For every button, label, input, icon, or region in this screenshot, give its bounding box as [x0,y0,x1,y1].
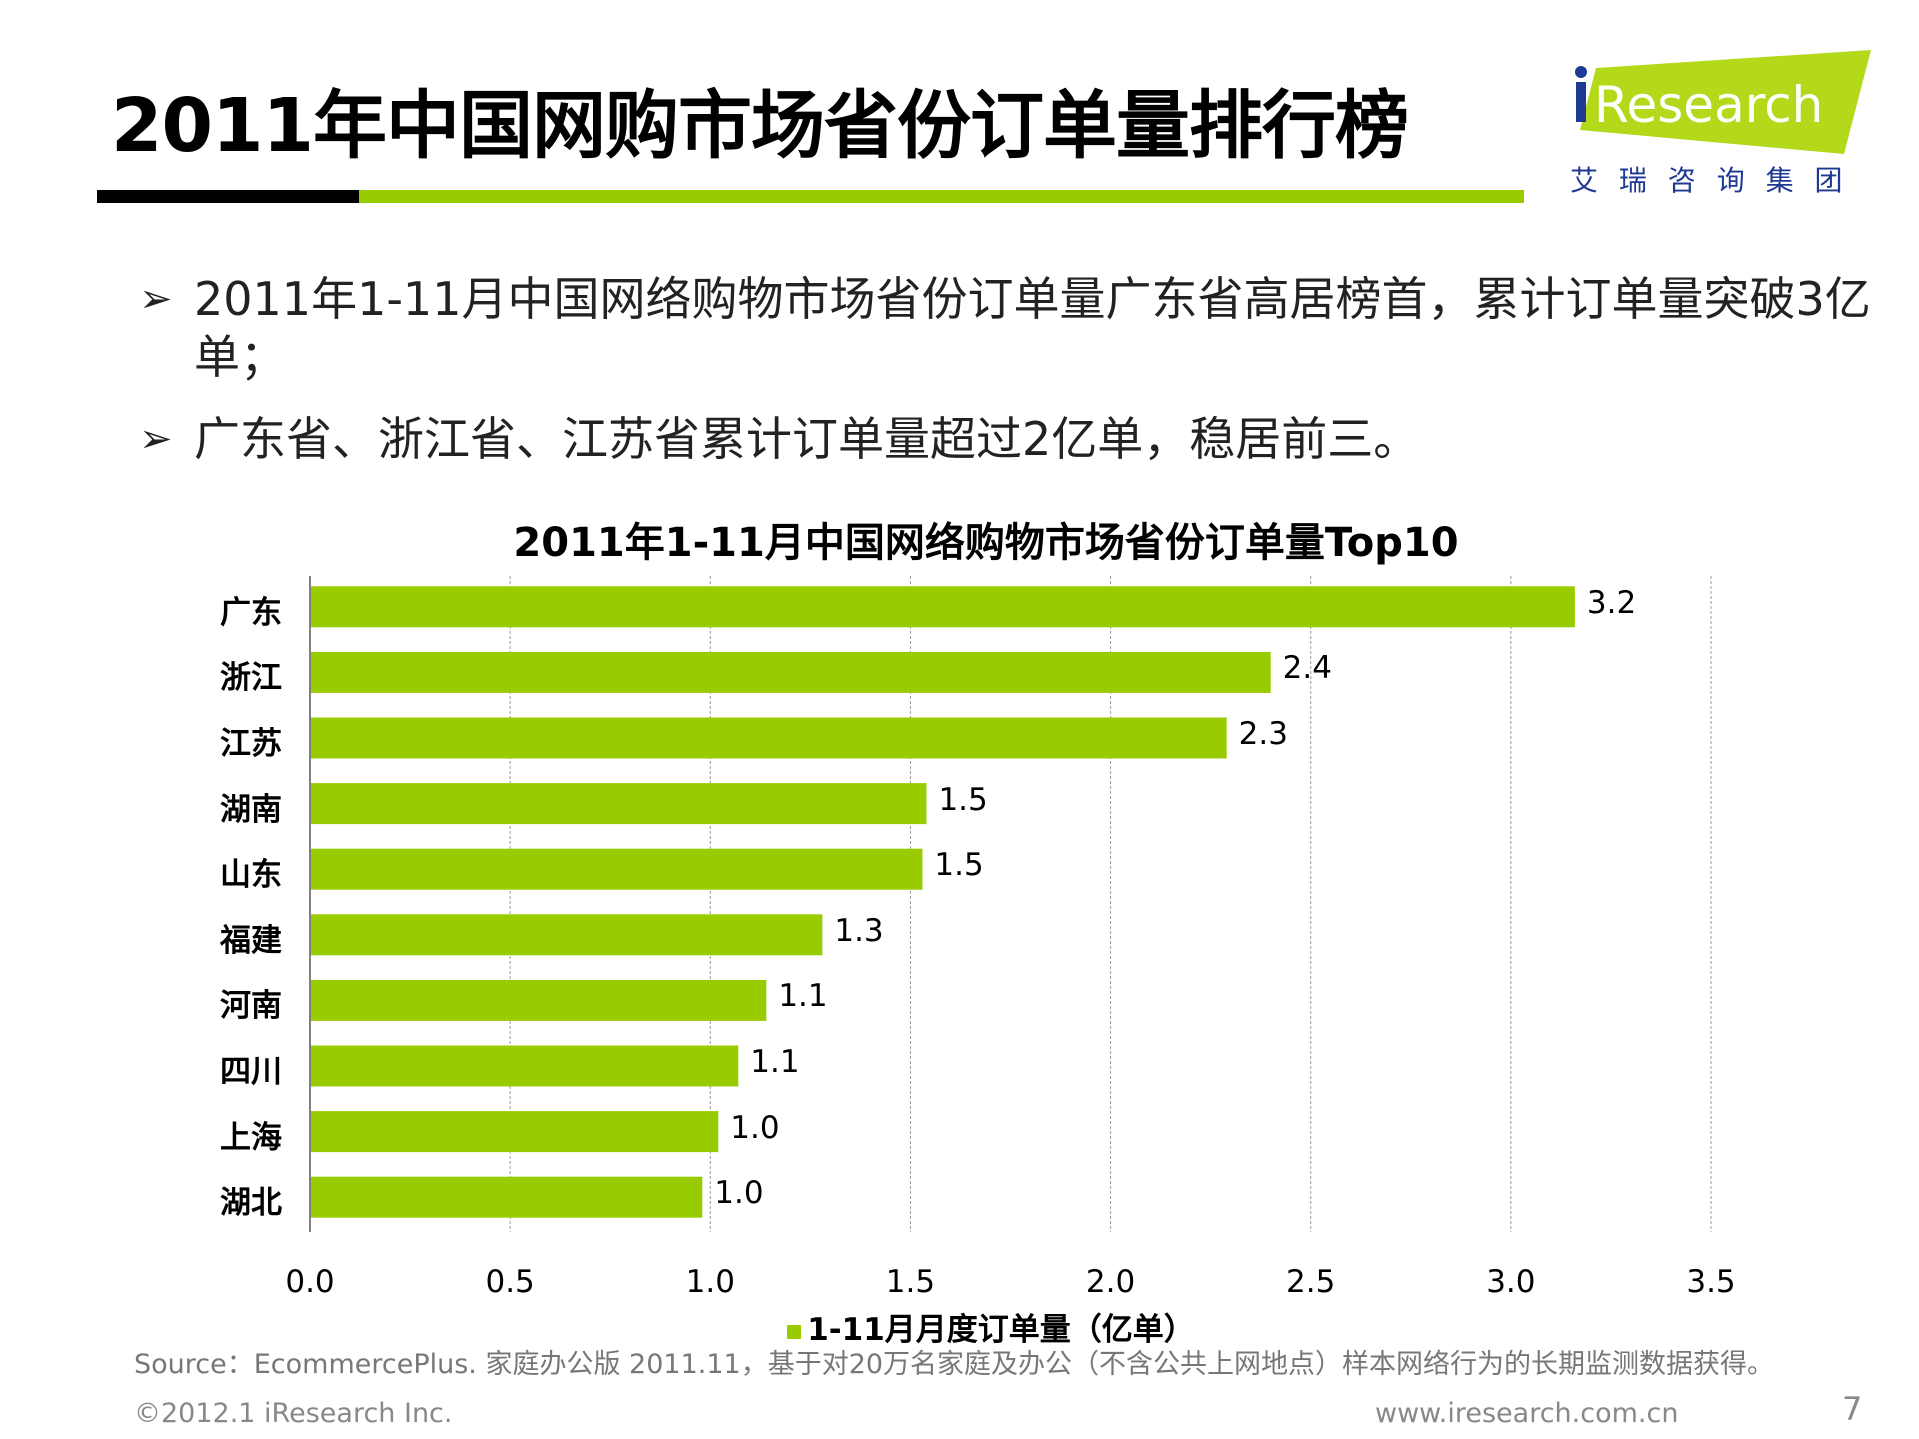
data-label: 1.5 [934,847,984,884]
page-number: 7 [1842,1390,1863,1428]
category-label: 江苏 [220,726,282,762]
legend-label: 1-11月月度订单量（亿单） [807,1312,1195,1348]
category-label: 广东 [220,594,282,631]
category-label: 山东 [220,857,282,894]
bar-浙江 [311,651,1271,693]
title-rule-black [97,190,359,203]
website-link[interactable]: www.iresearch.com.cn [1375,1398,1679,1429]
bar-福建 [311,914,823,956]
data-label: 2.3 [1238,716,1288,752]
category-label: 福建 [220,922,282,959]
bar-湖北 [311,1176,703,1218]
chart-legend: 1-11月月度订单量（亿单） [0,1304,1919,1349]
title-rule-green [359,190,1524,203]
category-label: 上海 [220,1119,282,1156]
svg-text:Research: Research [1594,76,1823,134]
bar-河南 [311,979,767,1021]
category-label: 河南 [220,988,282,1025]
category-label: 四川 [220,1054,282,1090]
x-tick-label: 3.5 [1686,1264,1736,1300]
bar-四川 [311,1045,739,1087]
bar-湖南 [311,783,927,825]
copyright: ©2012.1 iResearch Inc. [134,1398,453,1429]
bullet-item: ➢ 2011年1-11月中国网络购物市场省份订单量广东省高居榜首，累计订单量突破… [139,272,1871,384]
data-label: 1.1 [778,978,828,1015]
x-tick-label: 0.0 [285,1264,335,1300]
x-tick-label: 3.0 [1486,1264,1536,1300]
bar-广东 [311,586,1575,628]
data-label: 1.3 [834,912,884,949]
category-label: 浙江 [220,660,282,697]
data-label: 1.0 [714,1175,764,1212]
svg-text:艾 瑞 咨 询 集 团: 艾 瑞 咨 询 集 团 [1570,164,1849,197]
data-label: 1.0 [730,1109,780,1146]
slide-title: 2011年中国网购市场省份订单量排行榜 [111,83,1409,169]
x-tick-label: 2.5 [1286,1264,1336,1300]
x-tick-label: 1.5 [885,1264,936,1300]
bar-江苏 [311,717,1227,759]
data-label: 2.4 [1282,650,1332,687]
arrow-bullet-icon: ➢ [139,416,173,462]
x-tick-label: 1.0 [685,1264,735,1300]
iresearch-logo: Research 艾 瑞 咨 询 集 团 [1570,50,1871,197]
source-note: Source：EcommercePlus. 家庭办公版 2011.11，基于对2… [134,1349,1775,1380]
bar-上海 [311,1111,719,1153]
category-label: 湖南 [220,791,282,828]
data-label: 1.5 [938,781,988,818]
x-tick-label: 0.5 [485,1264,535,1300]
category-label: 湖北 [220,1185,282,1222]
chart-title: 2011年1-11月中国网络购物市场省份订单量Top10 [513,520,1459,566]
legend-swatch [787,1324,802,1339]
x-tick-label: 2.0 [1085,1264,1136,1300]
arrow-bullet-icon: ➢ [139,276,173,322]
data-label: 1.1 [750,1044,800,1080]
data-label: 3.2 [1586,584,1637,621]
bar-山东 [311,848,923,890]
